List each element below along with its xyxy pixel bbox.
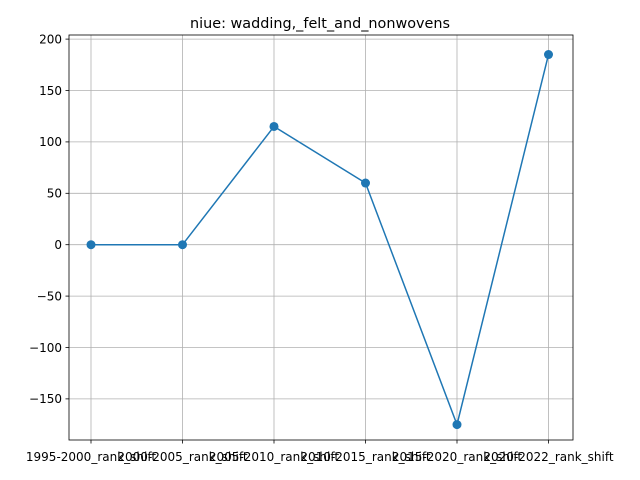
y-tick-label: −150 <box>29 392 62 406</box>
y-tick-label: −50 <box>37 289 62 303</box>
x-tick-label: 2015-2020_rank_shift <box>392 450 522 464</box>
series-line <box>91 54 550 426</box>
y-tick-label: 150 <box>39 84 62 98</box>
data-point <box>544 50 553 60</box>
data-point <box>269 121 279 131</box>
x-tick-label: 1995-2000_rank_shift <box>26 450 156 464</box>
data-point <box>452 420 462 430</box>
x-tick-label: 2000-2005_rank_shift <box>117 450 247 464</box>
y-tick-label: 50 <box>47 187 62 201</box>
data-point <box>86 240 96 250</box>
x-tick-label: 2010-2015_rank_shift <box>300 450 430 464</box>
x-tick-label: 2020-2022_rank_shift <box>483 450 613 464</box>
y-tick-label: 0 <box>54 238 62 252</box>
y-tick-label: −100 <box>29 341 62 355</box>
data-point <box>178 240 187 250</box>
y-axis: −150 −100 −50 0 50 100 150 200 <box>29 32 69 406</box>
chart-title: niue: wadding,_felt_and_nonwovens <box>190 16 450 32</box>
plot-area-frame <box>68 34 574 441</box>
grid <box>69 35 573 440</box>
x-tick-label: 2005-2010_rank_shift <box>209 450 339 464</box>
series-line-layer <box>86 50 553 430</box>
data-point <box>361 178 370 188</box>
x-axis: 1995-2000_rank_shift2000-2005_rank_shift… <box>26 440 614 464</box>
y-tick-label: 100 <box>39 135 62 149</box>
y-tick-label: 200 <box>39 32 62 46</box>
